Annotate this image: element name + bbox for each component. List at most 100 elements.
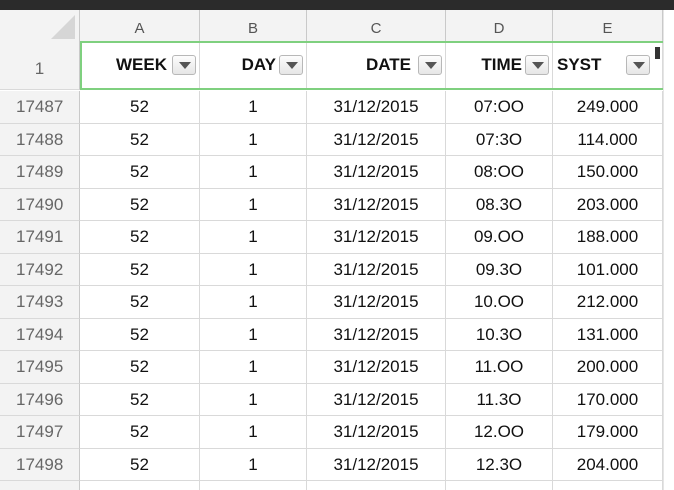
corner-triangle-icon [51,15,75,39]
cell-syst[interactable]: 200.000 [553,351,663,384]
header-cell-week[interactable]: WEEK [80,42,200,90]
cell-syst[interactable]: 203.000 [553,188,663,221]
cell-syst[interactable]: 179.000 [553,416,663,449]
filter-button-time[interactable] [525,55,549,75]
dropdown-arrow-icon [179,62,191,69]
row-header[interactable]: 17493 [0,286,80,319]
row-header[interactable]: 17497 [0,416,80,449]
cell-syst[interactable]: 114.000 [553,123,663,156]
column-header-b[interactable]: B [200,10,307,42]
cell-date[interactable]: 31/12/2015 [307,286,446,319]
row-header[interactable]: 17498 [0,448,80,481]
cell-date[interactable]: 31/12/2015 [307,481,446,490]
cell-week[interactable]: 52 [80,383,200,416]
cell-time[interactable]: 07:OO [446,91,553,124]
cell-date[interactable]: 31/12/2015 [307,253,446,286]
cell-date[interactable]: 31/12/2015 [307,156,446,189]
cell-date[interactable]: 31/12/2015 [307,91,446,124]
row-header-1[interactable]: 1 [0,42,80,90]
cell-week[interactable]: 52 [80,286,200,319]
cell-day[interactable]: 1 [200,286,307,319]
filter-button-syst[interactable] [626,55,650,75]
cell-time[interactable]: 10.OO [446,286,553,319]
cell-syst[interactable]: 101.000 [553,253,663,286]
cell-week[interactable]: 52 [80,123,200,156]
row-header[interactable]: 17496 [0,383,80,416]
header-cell-date[interactable]: DATE [307,42,446,90]
cell-date[interactable]: 31/12/2015 [307,416,446,449]
header-label-syst: SYST [557,55,602,74]
filter-button-day[interactable] [279,55,303,75]
header-cell-time[interactable]: TIME [446,42,553,90]
cell-date[interactable]: 31/12/2015 [307,221,446,254]
dropdown-arrow-icon [425,62,437,69]
cell-week[interactable]: 52 [80,481,200,490]
cell-syst[interactable]: 150.000 [553,156,663,189]
cell-date[interactable]: 31/12/2015 [307,123,446,156]
cell-time[interactable]: 11.OO [446,351,553,384]
row-header[interactable]: 17495 [0,351,80,384]
cell-date[interactable]: 31/12/2015 [307,188,446,221]
cell-week[interactable]: 52 [80,221,200,254]
column-header-a[interactable]: A [80,10,200,42]
cell-time[interactable]: 12.OO [446,416,553,449]
cell-day[interactable]: 1 [200,91,307,124]
cell-time[interactable]: 10.3O [446,318,553,351]
cell-time[interactable]: 08.3O [446,188,553,221]
cell-week[interactable]: 52 [80,448,200,481]
select-all-corner[interactable] [0,10,80,42]
cell-week[interactable]: 52 [80,253,200,286]
header-cell-syst[interactable]: SYST [553,42,663,90]
cell-time[interactable]: 12.3O [446,448,553,481]
cell-day[interactable]: 1 [200,351,307,384]
cell-time[interactable]: 08:OO [446,156,553,189]
cell-syst[interactable]: 131.000 [553,318,663,351]
cell-week[interactable]: 52 [80,416,200,449]
cell-time[interactable]: 07:3O [446,123,553,156]
cell-time[interactable]: 13.OO [446,481,553,490]
row-header[interactable]: 17494 [0,318,80,351]
cell-time[interactable]: 09.OO [446,221,553,254]
cell-syst[interactable]: 249.000 [553,91,663,124]
cell-time[interactable]: 09.3O [446,253,553,286]
cell-day[interactable]: 1 [200,123,307,156]
cell-syst[interactable]: 188.000 [553,221,663,254]
cell-week[interactable]: 52 [80,156,200,189]
row-header[interactable]: 17490 [0,188,80,221]
cell-day[interactable]: 1 [200,156,307,189]
fill-handle[interactable] [655,47,660,59]
cell-day[interactable]: 1 [200,188,307,221]
cell-day[interactable]: 1 [200,221,307,254]
filter-button-week[interactable] [172,55,196,75]
cell-day[interactable]: 1 [200,383,307,416]
cell-day[interactable]: 1 [200,318,307,351]
cell-date[interactable]: 31/12/2015 [307,318,446,351]
header-cell-day[interactable]: DAY [200,42,307,90]
cell-day[interactable]: 1 [200,253,307,286]
cell-syst[interactable]: 143.000 [553,481,663,490]
cell-time[interactable]: 11.3O [446,383,553,416]
cell-syst[interactable]: 170.000 [553,383,663,416]
cell-week[interactable]: 52 [80,188,200,221]
column-header-c[interactable]: C [307,10,446,42]
cell-week[interactable]: 52 [80,318,200,351]
cell-week[interactable]: 52 [80,91,200,124]
cell-day[interactable]: 1 [200,481,307,490]
cell-week[interactable]: 52 [80,351,200,384]
row-header[interactable]: 17487 [0,91,80,124]
cell-date[interactable]: 31/12/2015 [307,448,446,481]
cell-day[interactable]: 1 [200,416,307,449]
row-header[interactable]: 17492 [0,253,80,286]
column-header-d[interactable]: D [446,10,553,42]
cell-day[interactable]: 1 [200,448,307,481]
filter-button-date[interactable] [418,55,442,75]
row-header[interactable]: 17488 [0,123,80,156]
cell-syst[interactable]: 204.000 [553,448,663,481]
cell-date[interactable]: 31/12/2015 [307,351,446,384]
cell-date[interactable]: 31/12/2015 [307,383,446,416]
cell-syst[interactable]: 212.000 [553,286,663,319]
column-header-e[interactable]: E [553,10,663,42]
row-header[interactable]: 17489 [0,156,80,189]
row-header[interactable]: 17499 [0,481,80,490]
row-header[interactable]: 17491 [0,221,80,254]
